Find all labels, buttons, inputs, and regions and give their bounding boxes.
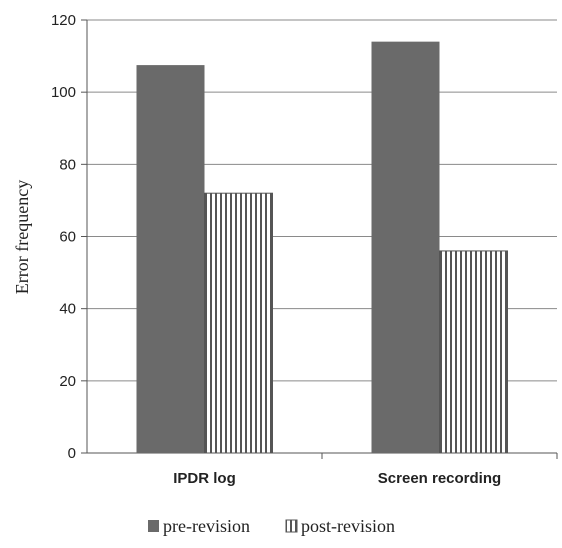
x-category-label: IPDR log <box>173 470 236 487</box>
legend: pre-revision post-revision <box>148 516 395 536</box>
y-tick-label: 20 <box>59 373 76 390</box>
y-tick-label: 120 <box>51 12 76 29</box>
bar-pre-revision-1 <box>371 41 440 454</box>
legend-label-post-revision: post-revision <box>301 516 395 536</box>
y-tick-label: 100 <box>51 84 76 101</box>
y-tick-label: 60 <box>59 229 76 246</box>
y-tick-label: 0 <box>68 445 76 462</box>
y-tick-label: 40 <box>59 301 76 318</box>
bar-post-revision-1 <box>439 250 508 454</box>
bars <box>136 41 508 454</box>
bar-pre-revision-0 <box>136 65 205 454</box>
y-axis-label: Error frequency <box>12 180 32 294</box>
category-labels: IPDR log Screen recording <box>173 453 558 487</box>
bar-post-revision-0 <box>204 192 273 454</box>
legend-swatch-post-revision <box>285 519 298 533</box>
x-category-label: Screen recording <box>378 470 501 487</box>
legend-swatch-pre-revision <box>148 520 159 532</box>
y-tick-label: 80 <box>59 156 76 173</box>
legend-label-pre-revision: pre-revision <box>163 516 250 536</box>
y-tick-labels: 0 20 40 60 80 100 120 <box>51 12 87 462</box>
